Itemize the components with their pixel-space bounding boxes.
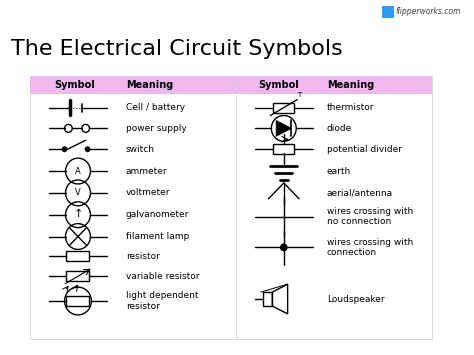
Text: flipperworks.com: flipperworks.com (396, 7, 461, 16)
Text: potential divider: potential divider (327, 145, 402, 154)
Text: switch: switch (126, 145, 155, 154)
Text: filament lamp: filament lamp (126, 232, 189, 241)
Text: The Electrical Circuit Symbols: The Electrical Circuit Symbols (11, 39, 343, 59)
Circle shape (62, 146, 67, 152)
Text: earth: earth (327, 166, 351, 176)
Bar (263, 292, 272, 306)
Bar (66, 296, 90, 306)
Text: wires crossing with
no connection: wires crossing with no connection (327, 207, 413, 226)
Bar (30, 76, 432, 339)
Text: variable resistor: variable resistor (126, 272, 200, 281)
Text: f: f (387, 9, 390, 15)
Text: A: A (75, 166, 81, 176)
Text: diode: diode (327, 124, 352, 133)
Text: ↑: ↑ (73, 209, 82, 219)
Bar (66, 271, 90, 281)
Text: power supply: power supply (126, 124, 187, 133)
Text: V: V (75, 189, 81, 197)
Text: galvanometer: galvanometer (126, 210, 189, 219)
Text: aerial/antenna: aerial/antenna (327, 189, 393, 197)
Text: Symbol: Symbol (54, 80, 95, 90)
Text: Cell / battery: Cell / battery (126, 103, 185, 112)
Bar (66, 251, 90, 261)
Text: T: T (297, 92, 301, 98)
Text: voltmeter: voltmeter (126, 189, 170, 197)
Text: wires crossing with
connection: wires crossing with connection (327, 238, 413, 257)
Text: Symbol: Symbol (258, 80, 299, 90)
Text: Meaning: Meaning (327, 80, 374, 90)
Text: ammeter: ammeter (126, 166, 167, 176)
Text: resistor: resistor (126, 252, 160, 261)
Bar (383, 6, 394, 18)
Bar (30, 76, 432, 94)
Text: light dependent
resistor: light dependent resistor (126, 291, 198, 311)
Text: Loudspeaker: Loudspeaker (327, 295, 384, 304)
Circle shape (85, 146, 91, 152)
Bar (273, 103, 294, 113)
Text: thermistor: thermistor (327, 103, 374, 112)
Text: Meaning: Meaning (126, 80, 173, 90)
Circle shape (280, 244, 288, 251)
Polygon shape (276, 120, 292, 136)
Bar (273, 144, 294, 154)
